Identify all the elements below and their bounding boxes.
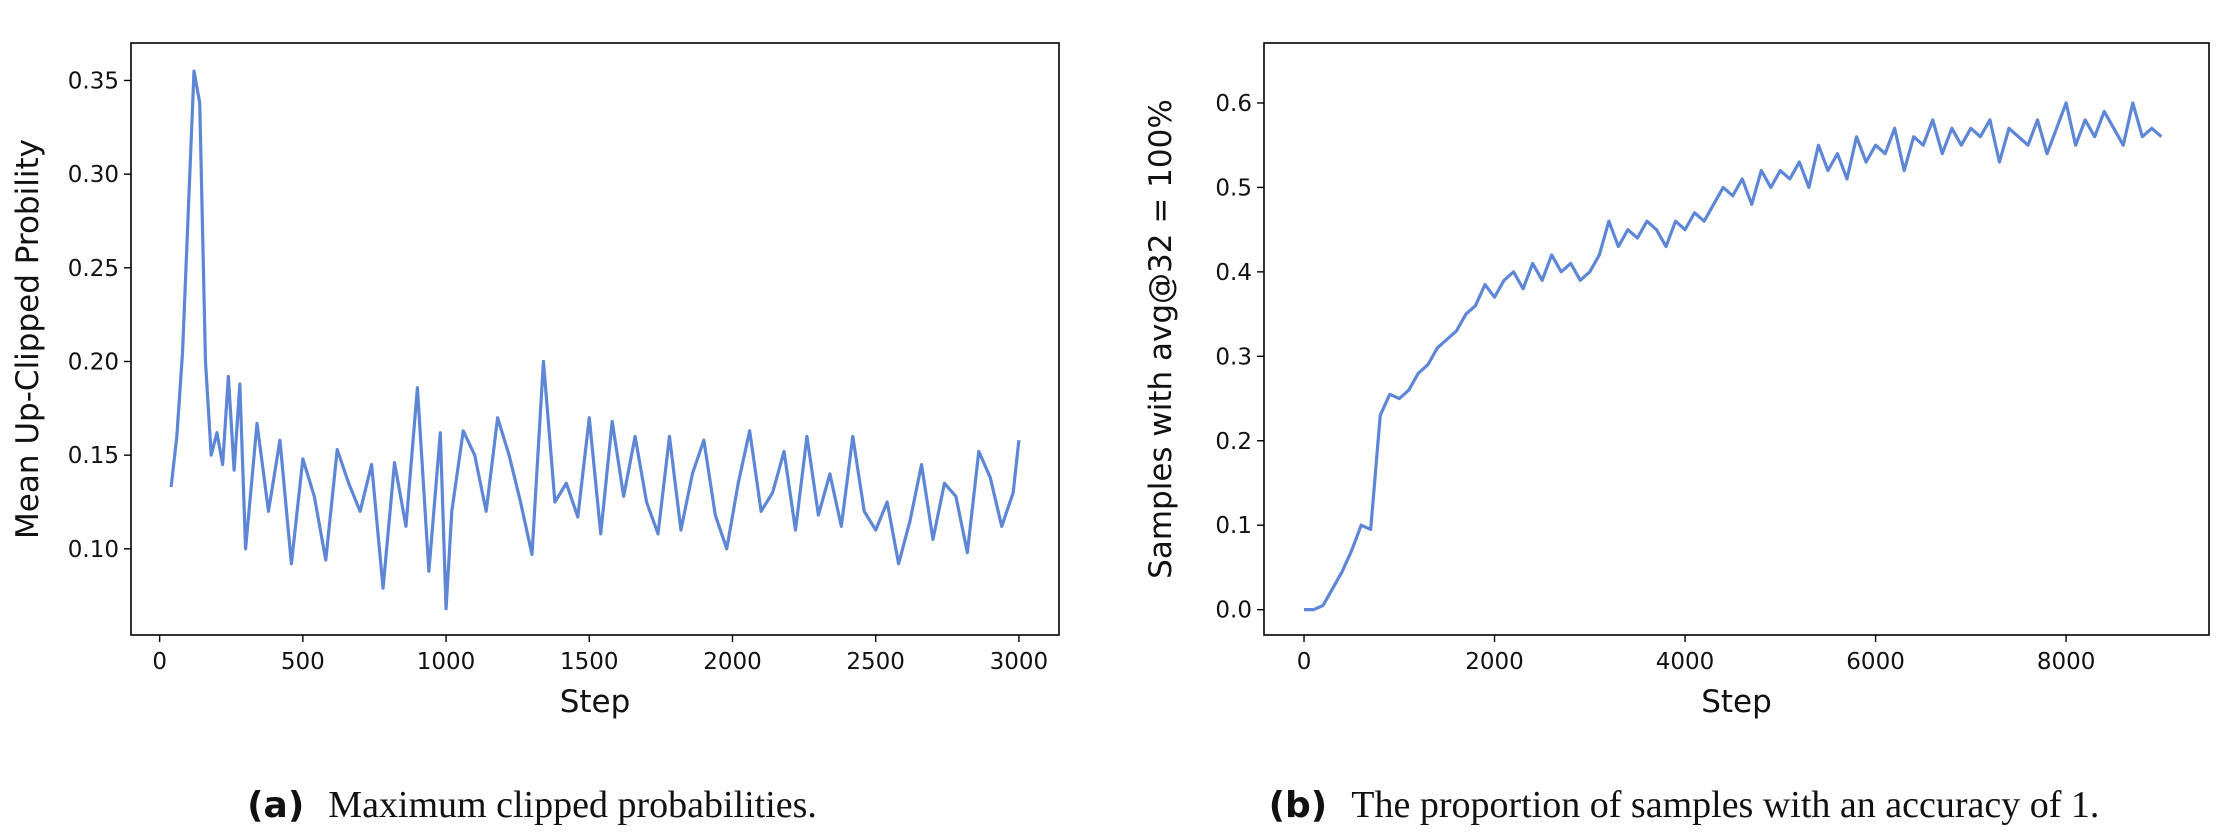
x-tick-label: 8000 bbox=[2037, 649, 2096, 675]
x-tick-label: 2000 bbox=[1465, 649, 1524, 675]
y-tick-label: 0.30 bbox=[68, 162, 119, 188]
x-tick-label: 2000 bbox=[703, 649, 762, 675]
caption-tag: (b) bbox=[1269, 785, 1328, 826]
y-axis-label: Samples with avg@32 = 100% bbox=[1143, 99, 1179, 579]
plot-frame bbox=[1263, 42, 2210, 636]
x-tick-label: 4000 bbox=[1656, 649, 1715, 675]
x-tick-label: 0 bbox=[1297, 649, 1312, 675]
caption-text: The proportion of samples with an accura… bbox=[1351, 784, 2099, 826]
y-tick-label: 0.4 bbox=[1215, 260, 1252, 286]
x-axis-label: Step bbox=[560, 684, 631, 720]
y-tick-label: 0.25 bbox=[68, 256, 119, 282]
y-tick-label: 0.20 bbox=[68, 349, 119, 375]
data-line bbox=[169, 69, 1021, 611]
y-tick-label: 0.2 bbox=[1215, 429, 1252, 455]
x-tick-label: 0 bbox=[152, 649, 167, 675]
x-tick-label: 1000 bbox=[417, 649, 476, 675]
y-tick-label: 0.1 bbox=[1215, 513, 1252, 539]
caption: (a) Maximum clipped probabilities. bbox=[247, 784, 817, 826]
y-tick-label: 0.5 bbox=[1215, 175, 1252, 201]
y-tick-label: 0.35 bbox=[68, 68, 119, 94]
plot-frame bbox=[130, 42, 1060, 636]
caption: (b) The proportion of samples with an acc… bbox=[1269, 784, 2100, 826]
y-tick-label: 0.10 bbox=[68, 537, 119, 563]
data-line bbox=[1304, 101, 2163, 612]
caption-tag: (a) bbox=[247, 785, 304, 826]
x-tick-label: 3000 bbox=[990, 649, 1049, 675]
y-tick-label: 0.0 bbox=[1215, 598, 1252, 624]
x-axis-label: Step bbox=[1701, 684, 1772, 720]
x-tick-label: 6000 bbox=[1846, 649, 1905, 675]
y-axis-label: Mean Up-Clipped Probility bbox=[10, 139, 46, 539]
y-tick-label: 0.15 bbox=[68, 443, 119, 469]
x-tick-label: 2500 bbox=[846, 649, 905, 675]
caption-text: Maximum clipped probabilities. bbox=[328, 784, 817, 826]
y-tick-label: 0.6 bbox=[1215, 91, 1252, 117]
x-tick-label: 500 bbox=[281, 649, 325, 675]
x-tick-label: 1500 bbox=[560, 649, 619, 675]
y-tick-label: 0.3 bbox=[1215, 344, 1252, 370]
